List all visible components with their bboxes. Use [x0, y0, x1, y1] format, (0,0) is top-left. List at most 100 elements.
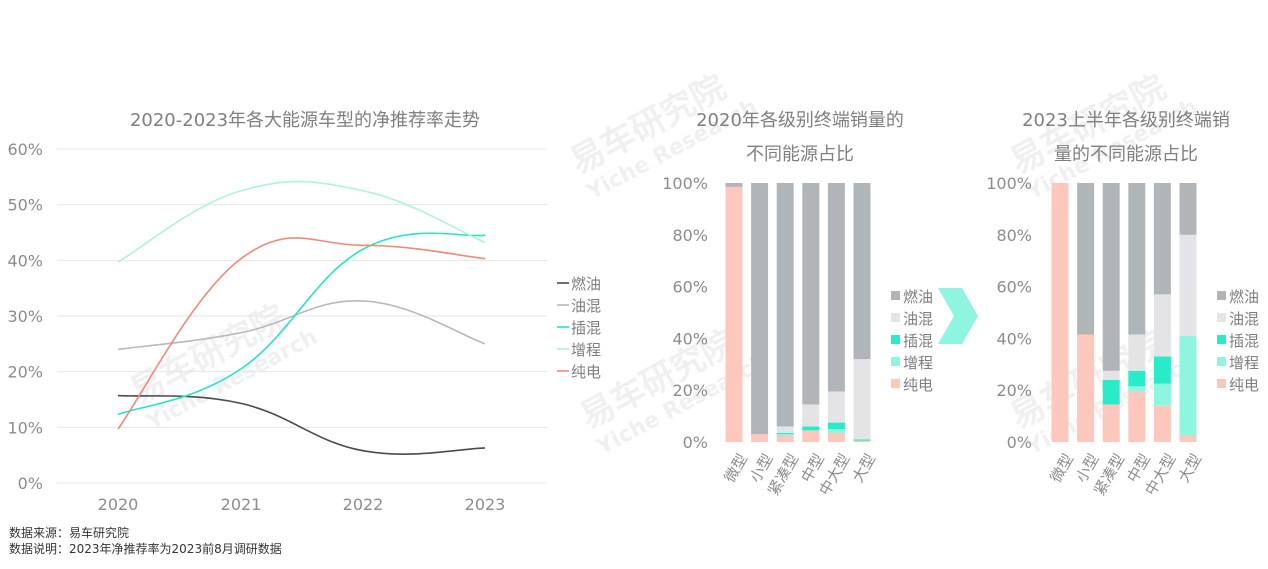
- x-tick-label: 微型: [721, 451, 752, 486]
- series-line-增程: [117, 180, 486, 263]
- legend-label: 油混: [571, 297, 601, 315]
- legend-label: 插混: [1229, 332, 1259, 350]
- bar-chart-2020-title: 2020年各级别终端销量的 不同能源占比: [670, 104, 930, 172]
- bar-segment-油混: [802, 404, 820, 427]
- legend-label: 增程: [571, 341, 601, 359]
- y-tick-label: 80%: [996, 226, 1032, 245]
- x-tick-label: 2022: [343, 495, 384, 514]
- bar-segment-纯电: [1128, 391, 1146, 442]
- y-tick-label: 60%: [7, 140, 43, 159]
- legend-label: 插混: [571, 319, 601, 337]
- data-note: 数据说明：2023年净推荐率为2023前8月调研数据: [9, 542, 282, 556]
- legend-label: 燃油: [571, 275, 601, 293]
- bar-segment-油混: [1153, 294, 1171, 357]
- bar-segment-燃油: [853, 183, 871, 360]
- arrow-chevron-icon: [938, 288, 978, 344]
- bar-segment-燃油: [1153, 183, 1171, 295]
- y-tick-label: 10%: [7, 418, 43, 437]
- bar-segment-增程: [1153, 383, 1171, 406]
- bar-segment-燃油: [1102, 183, 1120, 371]
- legend-swatch: [891, 357, 900, 366]
- bar-segment-增程: [827, 429, 845, 433]
- bar-segment-纯电: [802, 430, 820, 442]
- y-tick-label: 40%: [7, 251, 43, 270]
- y-tick-label: 60%: [996, 278, 1032, 297]
- legend-swatch: [891, 335, 900, 344]
- bar-segment-插混: [827, 422, 845, 430]
- bar-segment-增程: [1179, 335, 1197, 436]
- bar-segment-燃油: [1179, 183, 1197, 235]
- bar-segment-插混: [853, 439, 871, 441]
- y-tick-label: 20%: [996, 381, 1032, 400]
- bar-segment-燃油: [827, 183, 845, 392]
- bar-segment-纯电: [1179, 435, 1197, 442]
- y-tick-label: 40%: [672, 329, 708, 348]
- legend-swatch: [1217, 335, 1226, 344]
- bar-segment-纯电: [776, 435, 794, 442]
- bar-segment-油混: [853, 359, 871, 440]
- bar-segment-增程: [776, 434, 794, 436]
- bar-segment-燃油: [776, 183, 794, 427]
- bar-segment-插混: [1102, 379, 1120, 405]
- bar-segment-增程: [1128, 386, 1146, 392]
- y-tick-label: 20%: [672, 381, 708, 400]
- bar-segment-纯电: [1077, 334, 1095, 442]
- legend-label: 纯电: [571, 363, 601, 381]
- y-tick-label: 30%: [7, 307, 43, 326]
- legend-label: 纯电: [903, 376, 933, 394]
- legend-swatch: [891, 313, 900, 322]
- legend-label: 纯电: [1229, 376, 1259, 394]
- bar-segment-纯电: [1153, 405, 1171, 442]
- x-tick-label: 微型: [1047, 451, 1078, 486]
- bar-segment-燃油: [751, 183, 769, 435]
- legend-swatch: [1217, 379, 1226, 388]
- bar-segment-油混: [1128, 334, 1146, 371]
- bar-segment-插混: [802, 426, 820, 431]
- legend-swatch: [891, 291, 900, 300]
- line-chart-title: 2020-2023年各大能源车型的净推荐率走势: [129, 110, 481, 131]
- x-tick-label: 2021: [221, 495, 262, 514]
- y-tick-label: 50%: [7, 196, 43, 215]
- series-line-油混: [117, 300, 486, 351]
- bar-segment-燃油: [802, 183, 820, 405]
- bar-segment-燃油: [725, 183, 743, 187]
- title-line: 2020年各级别终端销量的: [696, 110, 904, 131]
- bar-segment-插混: [776, 432, 794, 435]
- x-tick-label: 2020: [98, 495, 139, 514]
- legend-label: 油混: [903, 310, 933, 328]
- x-tick-label: 大型: [1175, 451, 1206, 486]
- legend-label: 燃油: [903, 288, 933, 306]
- legend-swatch: [891, 379, 900, 388]
- legend-label: 增程: [1229, 354, 1259, 372]
- title-line: 量的不同能源占比: [1054, 144, 1198, 165]
- legend-label: 插混: [903, 332, 933, 350]
- legend-swatch: [1217, 313, 1226, 322]
- title-line: 2023上半年各级别终端销: [1022, 110, 1230, 131]
- legend-swatch: [1217, 357, 1226, 366]
- bar-segment-纯电: [827, 432, 845, 442]
- y-tick-label: 100%: [986, 174, 1032, 193]
- bar-segment-纯电: [751, 434, 769, 442]
- bar-segment-油混: [1102, 370, 1120, 380]
- title-line: 不同能源占比: [746, 144, 854, 165]
- bar-chart-2023-title: 2023上半年各级别终端销 量的不同能源占比: [996, 104, 1256, 172]
- x-tick-label: 2023: [465, 495, 506, 514]
- bar-segment-油混: [776, 426, 794, 433]
- y-tick-label: 100%: [662, 174, 708, 193]
- x-tick-label: 大型: [849, 451, 880, 486]
- y-tick-label: 0%: [1007, 433, 1032, 452]
- y-tick-label: 40%: [996, 329, 1032, 348]
- series-line-插混: [117, 232, 486, 416]
- legend-label: 燃油: [1229, 288, 1259, 306]
- bar-segment-油混: [1179, 234, 1197, 336]
- bar-segment-插混: [1128, 370, 1146, 387]
- legend-label: 油混: [1229, 310, 1259, 328]
- bar-segment-纯电: [725, 186, 743, 442]
- bar-segment-纯电: [1102, 404, 1120, 442]
- bar-segment-插混: [1153, 356, 1171, 384]
- bar-segment-油混: [827, 391, 845, 423]
- bar-segment-燃油: [1077, 183, 1095, 335]
- y-tick-label: 60%: [672, 278, 708, 297]
- y-tick-label: 0%: [18, 474, 43, 493]
